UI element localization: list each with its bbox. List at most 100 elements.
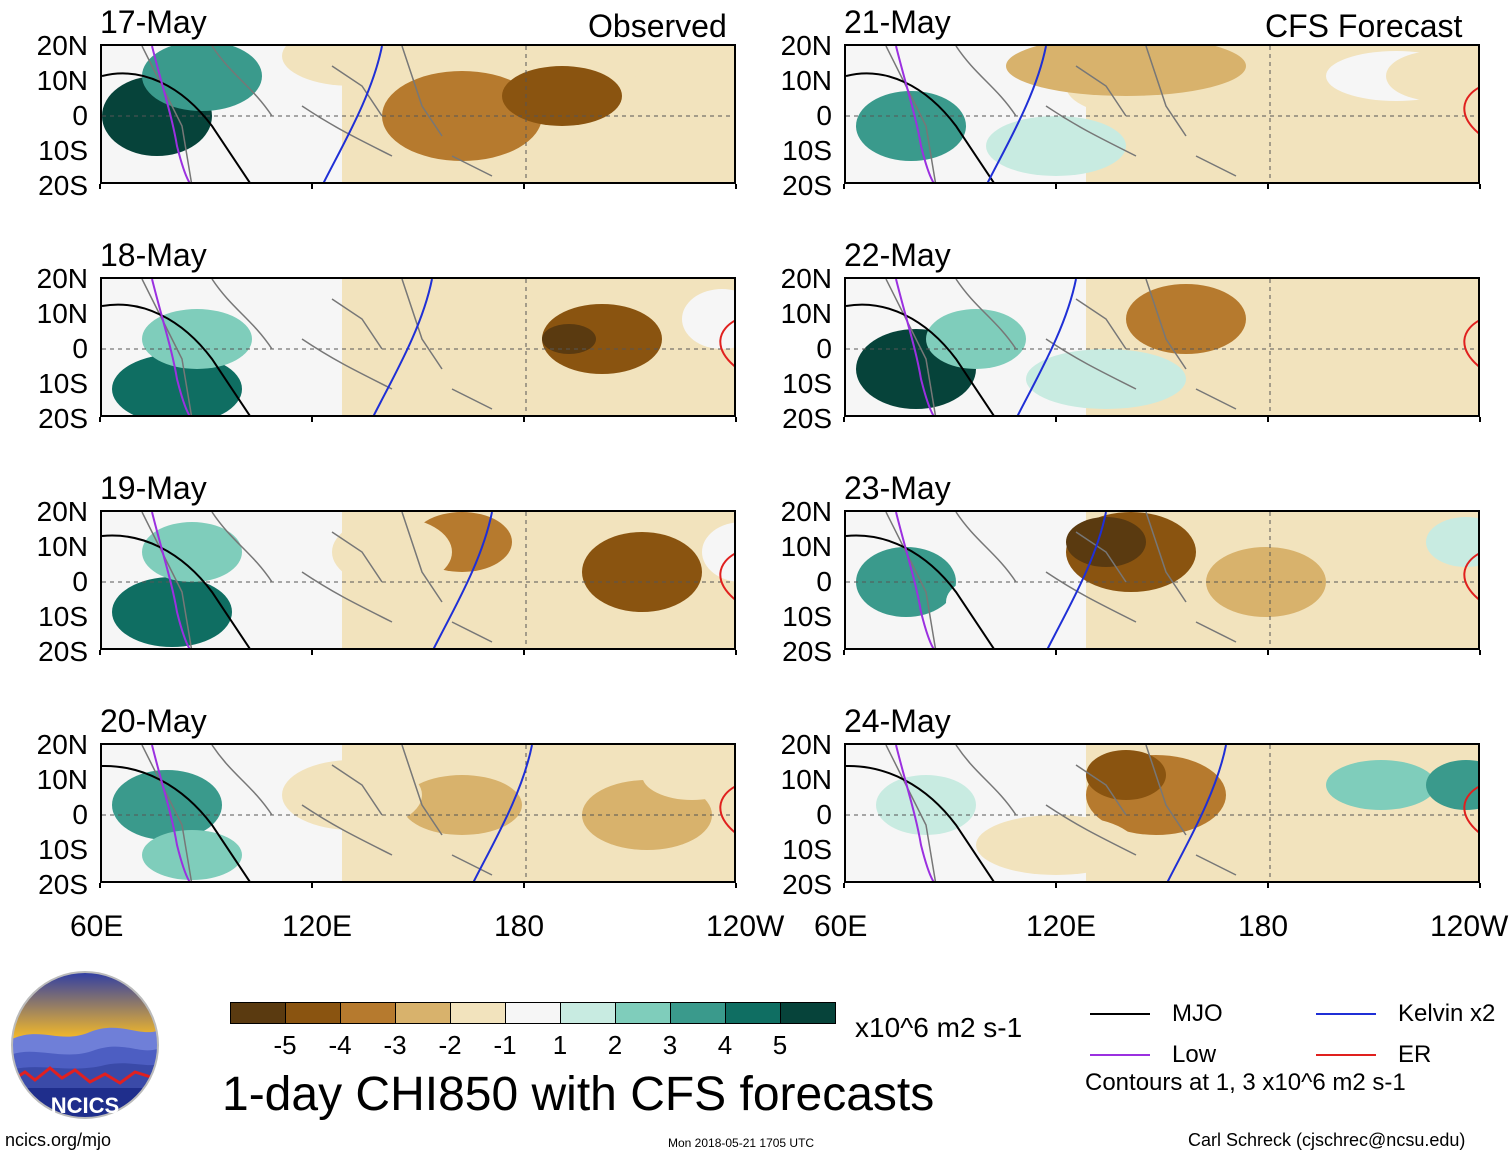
- panel-date: 18-May: [100, 237, 207, 273]
- colorbar-label: 5: [772, 1030, 788, 1060]
- shading-blob: [642, 750, 734, 800]
- legend-label: ER: [1398, 1041, 1432, 1068]
- map-panel: [844, 510, 1480, 650]
- shading-blob: [1006, 46, 1246, 96]
- x-tick: [523, 883, 525, 888]
- shading-blob: [1126, 284, 1246, 354]
- x-tick-label: 60E: [70, 910, 124, 943]
- map-panel: [100, 743, 736, 883]
- colorbar-swatch: [395, 1002, 451, 1024]
- er-contour: [719, 786, 734, 833]
- figure-title: 1-day CHI850 with CFS forecasts: [222, 1068, 935, 1121]
- x-tick-label: 180: [1238, 910, 1289, 943]
- x-tick: [311, 184, 313, 189]
- x-tick: [99, 184, 101, 189]
- x-tick: [735, 883, 737, 888]
- shading-blob: [142, 309, 252, 369]
- y-tick-label: 0: [816, 100, 832, 131]
- y-tick-label: 0: [72, 333, 88, 364]
- shading-blob: [1426, 517, 1478, 567]
- x-tick-label: 120W: [1430, 910, 1509, 943]
- colorbar-label: 2: [607, 1030, 623, 1060]
- contour-note: Contours at 1, 3 x10^6 m2 s-1: [1085, 1069, 1406, 1096]
- footer-credit: Carl Schreck (cjschrec@ncsu.edu): [1188, 1130, 1466, 1150]
- y-tick-label: 20S: [38, 403, 88, 434]
- legend-line: [1090, 1013, 1150, 1015]
- shading-blob: [1026, 349, 1186, 409]
- low-contour: [151, 512, 191, 648]
- shading-blob: [502, 66, 622, 126]
- shading-blob: [382, 279, 542, 339]
- shading-blob: [682, 289, 734, 349]
- shading-blob: [112, 354, 242, 415]
- x-tick: [1055, 184, 1057, 189]
- x-tick: [843, 417, 845, 422]
- shading-blob: [632, 56, 734, 116]
- mjo-contour: [102, 72, 251, 182]
- panel-date: 17-May: [100, 4, 207, 40]
- map-panel: [100, 44, 736, 184]
- y-tick-label: 10S: [782, 135, 832, 166]
- kelvin-contour: [432, 512, 493, 648]
- shading-blob: [976, 815, 1136, 875]
- colorbar-label: 1: [552, 1030, 568, 1060]
- y-tick-label: 20N: [780, 496, 832, 527]
- footer-timestamp: Mon 2018-05-21 1705 UTC: [668, 1136, 815, 1150]
- y-tick-label: 20S: [38, 170, 88, 201]
- x-tick: [1267, 184, 1269, 189]
- y-tick-label: 10N: [36, 764, 88, 795]
- x-tick: [843, 883, 845, 888]
- colorbar-swatch: [230, 1002, 286, 1024]
- panel-date: 20-May: [100, 703, 207, 739]
- y-tick-label: 20N: [36, 496, 88, 527]
- shading-blob: [542, 324, 596, 354]
- colorbar-label: -5: [273, 1030, 297, 1060]
- shading-blob: [282, 46, 422, 86]
- x-tick-label: 120E: [1026, 910, 1097, 943]
- y-tick-label: 0: [72, 799, 88, 830]
- colorbar-label: 4: [717, 1030, 733, 1060]
- shading-blob: [542, 304, 662, 374]
- kelvin-contour: [322, 46, 383, 182]
- y-tick-label: 0: [72, 100, 88, 131]
- y-tick-label: 20S: [38, 869, 88, 900]
- kelvin-contour: [1016, 279, 1077, 415]
- y-tick-label: 10N: [780, 764, 832, 795]
- shading-blob: [926, 309, 1026, 369]
- shading-blob: [1086, 750, 1166, 800]
- cfs-forecast-label: CFS Forecast: [1265, 8, 1463, 44]
- map-panel: [100, 277, 736, 417]
- kelvin-contour: [372, 279, 433, 415]
- y-tick-label: 20S: [782, 869, 832, 900]
- colorbar-label: -2: [438, 1030, 462, 1060]
- colorbar-swatch: [725, 1002, 781, 1024]
- y-tick-label: 10N: [780, 298, 832, 329]
- low-contour: [895, 46, 935, 182]
- panel-date: 21-May: [844, 4, 951, 40]
- y-tick-label: 0: [816, 333, 832, 364]
- kelvin-contour: [1166, 745, 1227, 881]
- y-tick-label: 20S: [782, 403, 832, 434]
- x-tick: [1479, 883, 1481, 888]
- y-tick-label: 0: [816, 799, 832, 830]
- er-contour: [1463, 786, 1478, 833]
- er-contour: [1463, 553, 1478, 600]
- footer-url[interactable]: ncics.org/mjo: [5, 1130, 112, 1150]
- colorbar-units: x10^6 m2 s-1: [855, 1012, 1023, 1043]
- shading-blob: [1066, 517, 1146, 567]
- x-tick: [735, 650, 737, 655]
- colorbar-label: -3: [383, 1030, 407, 1060]
- shading-blob: [112, 577, 232, 647]
- x-tick: [1479, 184, 1481, 189]
- panel-date: 23-May: [844, 470, 951, 506]
- x-tick: [1267, 650, 1269, 655]
- svg-text:NCICS: NCICS: [51, 1093, 119, 1118]
- x-tick: [523, 184, 525, 189]
- kelvin-contour: [1046, 512, 1107, 648]
- low-contour: [895, 512, 935, 648]
- map-panel: [100, 510, 736, 650]
- shading-blob: [332, 517, 452, 587]
- coastline: [141, 512, 493, 648]
- y-tick-label: 10S: [782, 601, 832, 632]
- x-tick: [99, 417, 101, 422]
